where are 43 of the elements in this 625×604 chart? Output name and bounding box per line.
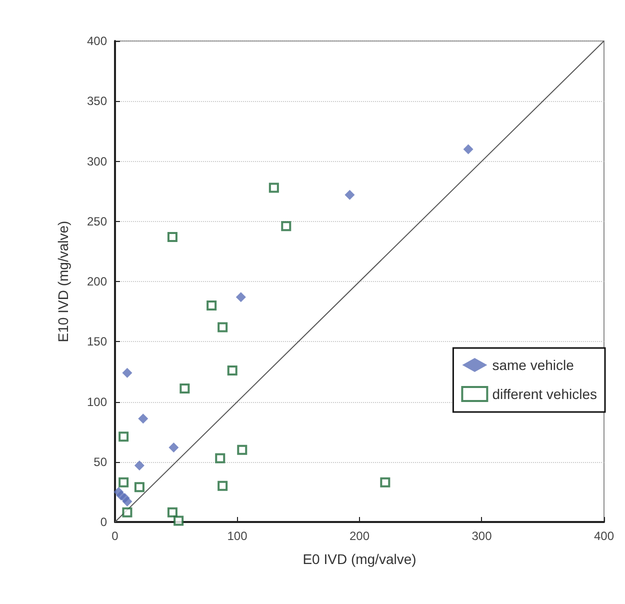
point	[281, 221, 292, 232]
x-tick-label: 0	[112, 529, 119, 543]
point	[168, 442, 179, 452]
point	[167, 232, 178, 242]
x-tick-label: 200	[349, 529, 370, 543]
point	[134, 460, 144, 470]
point	[215, 453, 226, 464]
y-tick-label: 200	[86, 274, 108, 288]
point	[167, 507, 178, 518]
x-tick-label: 100	[227, 529, 248, 543]
y-tick-label: 300	[86, 154, 108, 168]
y-tick-label: 400	[86, 34, 108, 48]
point	[118, 432, 129, 442]
point	[122, 507, 132, 518]
point	[463, 144, 474, 154]
point	[380, 477, 390, 488]
point	[174, 516, 184, 526]
x-axis-title: E0 IVD (mg/valve)	[302, 551, 416, 567]
point	[138, 414, 148, 424]
point	[237, 444, 248, 455]
point	[268, 182, 279, 193]
y-tick-label: 0	[100, 515, 108, 529]
y-tick-label: 250	[86, 214, 108, 228]
point	[218, 322, 228, 332]
point	[218, 480, 228, 491]
point	[118, 477, 129, 488]
point	[180, 384, 190, 394]
y-tick-label: 150	[86, 334, 108, 349]
point	[344, 190, 355, 200]
point	[227, 365, 238, 376]
legend-label: same vehicle	[492, 357, 574, 373]
point	[134, 482, 144, 492]
y-axis-title: E10 IVD (mg/valve)	[55, 220, 71, 342]
y-tick-label: 50	[94, 454, 108, 469]
point	[236, 292, 246, 302]
point	[206, 300, 217, 311]
y-tick-label: 100	[86, 394, 108, 409]
point	[122, 368, 132, 378]
x-tick-label: 400	[594, 529, 614, 543]
point	[120, 492, 130, 503]
y-tick-label: 350	[86, 94, 108, 108]
legend-label: different vehicles	[492, 386, 598, 402]
x-tick-label: 300	[472, 529, 492, 543]
